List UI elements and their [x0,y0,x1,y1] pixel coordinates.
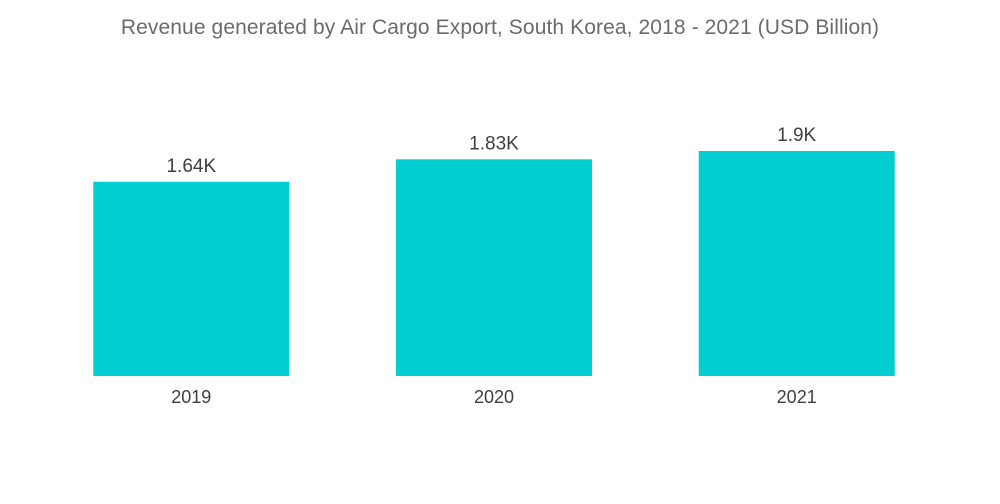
bar-value-label-2019: 1.64K [166,156,216,177]
bars-layer [93,151,895,376]
x-tick-label-2019: 2019 [171,387,211,407]
x-tick-label-2020: 2020 [474,387,514,407]
bar-value-label-2021: 1.9K [777,125,816,146]
x-tick-label-2021: 2021 [777,387,817,407]
bar-value-label-2020: 1.83K [469,133,519,154]
bar-2020 [396,159,592,376]
value-labels-layer: 1.64K 1.83K 1.9K [166,125,816,177]
bar-2021 [698,151,895,376]
bar-2019 [93,181,290,376]
x-tick-labels: 2019 2020 2021 [171,387,816,407]
chart-title: Revenue generated by Air Cargo Export, S… [120,16,880,39]
